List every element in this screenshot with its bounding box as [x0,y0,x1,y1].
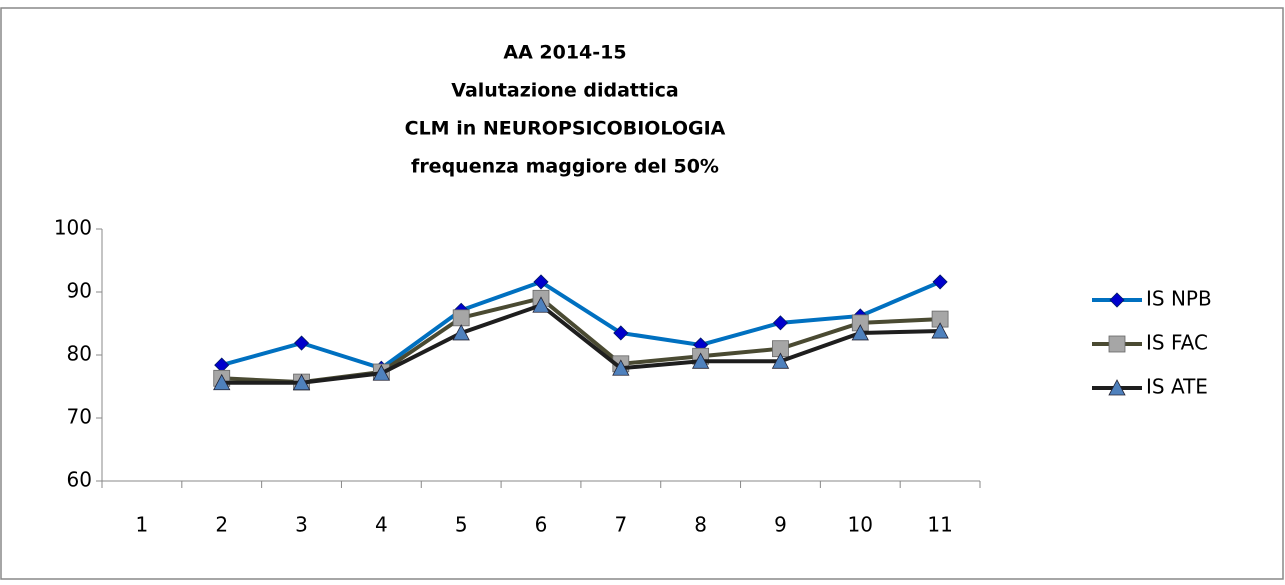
x-tick-label: 1 [136,513,149,537]
legend-label: IS ATE [1146,375,1208,399]
x-tick-label: 9 [774,513,787,537]
x-tick-label: 6 [535,513,548,537]
marker [452,324,470,341]
legend-marker [1108,379,1126,396]
marker [612,359,630,376]
marker [771,352,790,369]
x-tick-label: 5 [455,513,468,537]
x-tick-label: 8 [694,513,707,537]
legend-label: IS NPB [1146,287,1212,311]
marker [613,325,629,341]
chart-frame [0,7,1284,580]
y-tick-label: 80 [67,342,92,366]
series-line [221,279,941,371]
series-line [221,302,941,385]
chart-title: frequenza maggiore del 50% [411,156,719,178]
x-tick-label: 4 [375,513,388,537]
chart-title: AA 2014-15 [503,42,626,64]
marker [691,352,710,369]
y-tick-label: 90 [67,279,92,303]
legend-marker [1109,292,1125,308]
x-tick-label: 7 [614,513,627,537]
x-tick-label: 11 [927,513,952,537]
marker [931,322,949,339]
marker [932,274,948,290]
legend-label: IS FAC [1146,331,1208,355]
marker [372,364,391,381]
chart-title: Valutazione didattica [451,80,678,102]
legend-marker [1108,335,1126,353]
marker [532,296,550,313]
x-tick-label: 10 [848,513,873,537]
y-tick-label: 70 [67,405,92,429]
marker [293,335,310,351]
marker [452,309,470,327]
marker [851,324,869,341]
x-tick-label: 2 [215,513,228,537]
y-tick-label: 100 [54,216,92,240]
marker [533,274,549,290]
y-tick-label: 60 [67,468,92,492]
marker [772,315,789,331]
marker [292,373,311,391]
marker [213,373,231,391]
chart-title: CLM in NEUROPSICOBIOLOGIA [405,118,726,140]
x-tick-label: 3 [295,513,308,537]
